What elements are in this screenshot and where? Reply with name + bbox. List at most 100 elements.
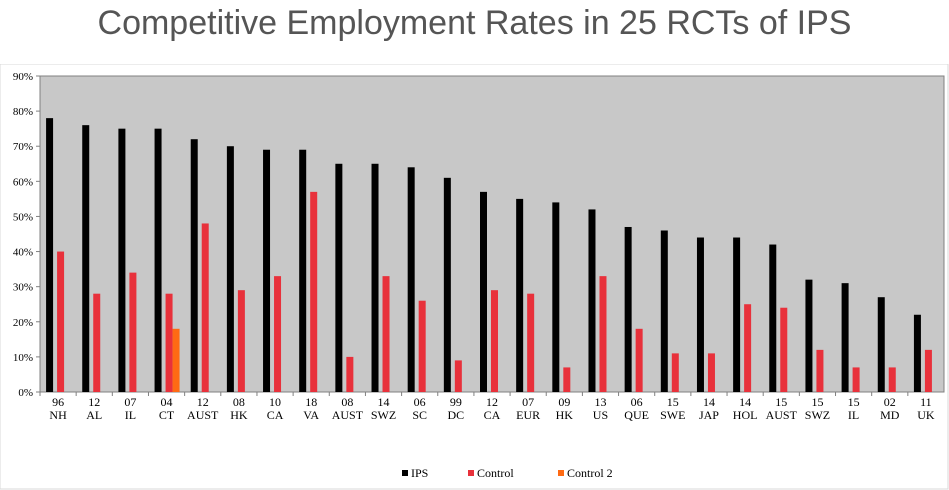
x-category-line: HK [230, 408, 248, 422]
bar-control [852, 367, 860, 392]
x-category-line: 13 [594, 395, 606, 409]
x-category-line: CA [484, 408, 501, 422]
x-category-line: 06 [414, 395, 426, 409]
bar-control [418, 300, 426, 392]
x-category-line: 15 [667, 395, 679, 409]
x-category-line: 14 [378, 395, 390, 409]
bar-ips [696, 237, 704, 392]
x-category-label: 10 CA [267, 395, 284, 422]
bar-ips [299, 149, 307, 392]
bar-control [924, 349, 932, 392]
bar-ips [335, 163, 343, 392]
x-category-line: 07 [124, 395, 136, 409]
x-category-line: HOL [733, 408, 758, 422]
bar-ips [407, 167, 415, 392]
bar-control [780, 307, 788, 392]
x-category-line: 12 [486, 395, 498, 409]
y-tick-label: 40% [13, 247, 33, 259]
x-category-line: NH [49, 408, 67, 422]
x-category-line: SWZ [371, 408, 396, 422]
bar-control [57, 251, 65, 392]
bar-ips [877, 297, 885, 392]
x-category-line: CT [159, 408, 175, 422]
x-category-label: 18 VA [303, 395, 319, 422]
x-category-line: SC [412, 408, 427, 422]
x-category-line: 04 [161, 395, 173, 409]
bar-control [635, 328, 643, 392]
bar-control [744, 304, 752, 392]
bar-ips [190, 139, 198, 392]
x-category-line: DC [448, 408, 465, 422]
x-category-label: 06 SC [412, 395, 427, 422]
bar-control-2 [172, 328, 180, 392]
bar-ips [733, 237, 741, 392]
x-category-label: 02 MD [880, 395, 900, 422]
x-category-label: 04 CT [159, 395, 175, 422]
bar-ips [371, 163, 379, 392]
x-category-line: 18 [305, 395, 317, 409]
x-category-line: AL [86, 408, 102, 422]
bar-control [491, 290, 498, 392]
x-category-line: VA [303, 408, 319, 422]
x-category-line: 15 [811, 395, 823, 409]
x-category-label: 15 SWE [660, 395, 685, 422]
x-category-line: 12 [197, 395, 209, 409]
bar-control [816, 349, 824, 392]
x-category-label: 14 JAP [699, 395, 719, 422]
x-category-line: 02 [884, 395, 896, 409]
bar-ips [588, 209, 596, 392]
legend: IPS Control Control 2 [402, 466, 613, 480]
x-category-label: 96 NH [49, 395, 67, 422]
x-category-label: 11 UK [917, 395, 935, 422]
x-category-line: 14 [739, 395, 751, 409]
bar-ips [516, 198, 524, 392]
bar-control [201, 223, 209, 392]
x-category-line: AUST [766, 408, 798, 422]
bar-ips [263, 149, 271, 392]
x-category-line: CA [267, 408, 284, 422]
bar-control [707, 353, 715, 392]
x-category-line: 07 [522, 395, 534, 409]
x-category-label: 07 EUR [516, 395, 540, 422]
legend-label: Control 2 [567, 466, 613, 480]
legend-label: Control [477, 466, 514, 480]
x-category-label: 14 SWZ [371, 395, 396, 422]
x-category-line: 08 [233, 395, 245, 409]
bar-ips [769, 244, 777, 392]
x-category-label: 14 HOL [733, 395, 758, 422]
bar-ips [624, 226, 632, 392]
y-tick-label: 70% [13, 141, 33, 153]
x-category-label: 15 AUST [766, 395, 798, 422]
x-category-line: SWE [660, 408, 685, 422]
x-category-label: 08 AUST [332, 395, 364, 422]
bar-control [310, 191, 318, 392]
bar-control [237, 290, 245, 392]
y-tick-label: 90% [13, 71, 33, 83]
x-category-line: 15 [775, 395, 787, 409]
y-axis: 0% 10% 20% 30% 40% 50% 60% 70% 80% 90% [13, 71, 41, 399]
bar-ips [82, 125, 90, 393]
x-category-label: 08 HK [230, 395, 248, 422]
x-category-line: US [593, 408, 608, 422]
bar-control [165, 293, 173, 392]
y-tick-label: 30% [13, 282, 33, 294]
y-tick-label: 80% [13, 106, 33, 118]
x-category-label: 09 HK [556, 395, 574, 422]
x-category-label: 12 CA [484, 395, 501, 422]
x-category-label: 12 AUST [187, 395, 219, 422]
x-category-line: 09 [558, 395, 570, 409]
bar-ips [480, 191, 487, 392]
bar-control [382, 276, 390, 392]
x-category-line: 08 [341, 395, 353, 409]
x-category-line: 96 [52, 395, 64, 409]
y-tick-label: 10% [13, 352, 33, 364]
bar-control [346, 356, 354, 392]
x-category-line: JAP [699, 408, 719, 422]
bar-ips [226, 146, 234, 392]
x-category-label: 13 US [593, 395, 608, 422]
x-category-line: 99 [450, 395, 462, 409]
x-category-label: 07 IL [124, 395, 136, 422]
bar-ips [154, 128, 162, 392]
